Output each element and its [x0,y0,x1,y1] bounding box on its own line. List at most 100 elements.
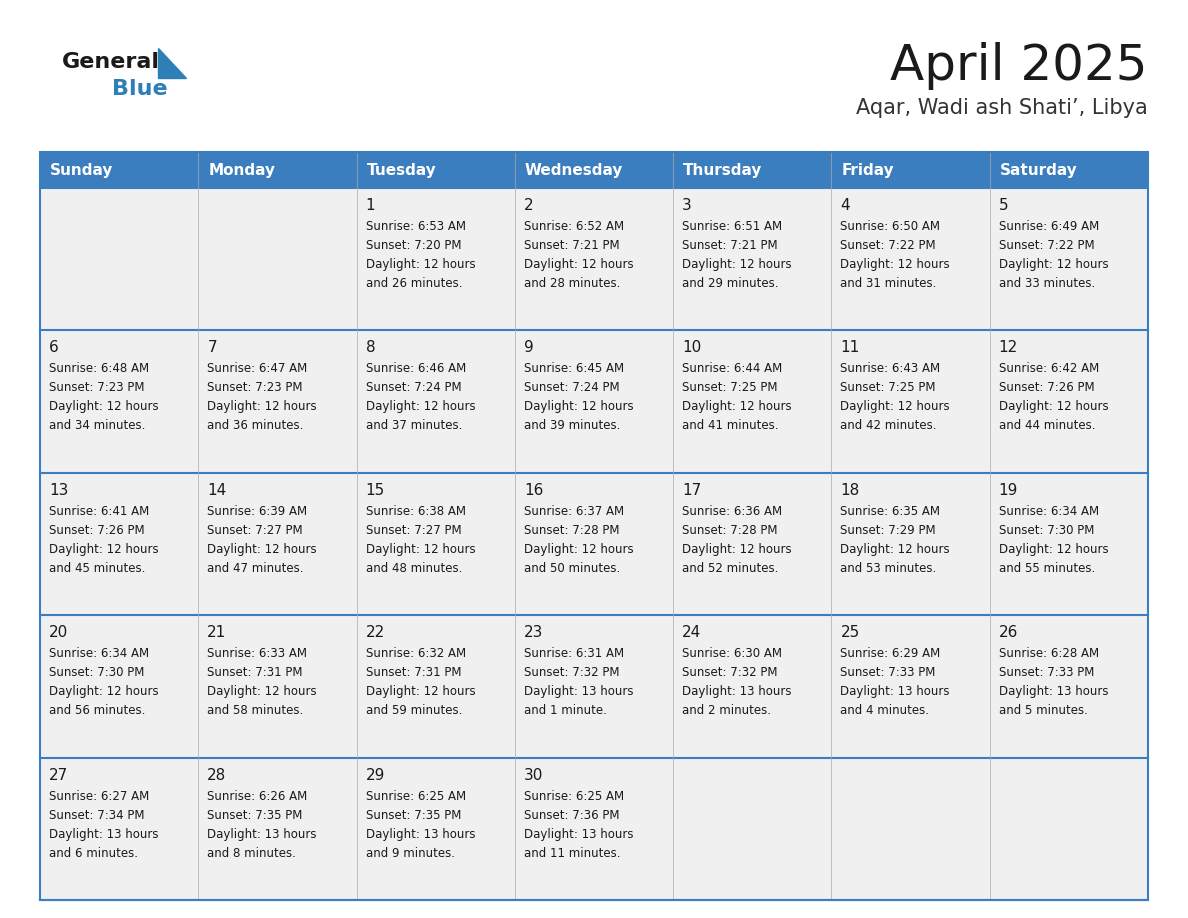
Text: and 55 minutes.: and 55 minutes. [999,562,1095,575]
Text: Daylight: 13 hours: Daylight: 13 hours [524,685,633,699]
Text: Daylight: 12 hours: Daylight: 12 hours [840,400,950,413]
Text: and 37 minutes.: and 37 minutes. [366,420,462,432]
Text: Sunset: 7:35 PM: Sunset: 7:35 PM [207,809,303,822]
Text: and 53 minutes.: and 53 minutes. [840,562,936,575]
Text: Sunset: 7:22 PM: Sunset: 7:22 PM [999,239,1094,252]
Text: and 56 minutes.: and 56 minutes. [49,704,145,717]
Text: Daylight: 12 hours: Daylight: 12 hours [49,400,159,413]
Text: Tuesday: Tuesday [367,162,436,177]
Text: Daylight: 13 hours: Daylight: 13 hours [840,685,950,699]
Text: 8: 8 [366,341,375,355]
Text: Sunset: 7:26 PM: Sunset: 7:26 PM [999,381,1094,395]
Text: 2: 2 [524,198,533,213]
Text: 15: 15 [366,483,385,498]
Text: 19: 19 [999,483,1018,498]
Text: Sunrise: 6:47 AM: Sunrise: 6:47 AM [207,363,308,375]
Text: Sunrise: 6:48 AM: Sunrise: 6:48 AM [49,363,150,375]
Text: and 39 minutes.: and 39 minutes. [524,420,620,432]
Text: and 8 minutes.: and 8 minutes. [207,846,296,859]
Text: 21: 21 [207,625,227,640]
Text: Sunset: 7:32 PM: Sunset: 7:32 PM [682,666,778,679]
Bar [514,152,674,188]
Text: 24: 24 [682,625,701,640]
Text: Sunset: 7:33 PM: Sunset: 7:33 PM [999,666,1094,679]
Text: Sunrise: 6:42 AM: Sunrise: 6:42 AM [999,363,1099,375]
Text: Sunset: 7:27 PM: Sunset: 7:27 PM [207,524,303,537]
Text: Sunset: 7:25 PM: Sunset: 7:25 PM [840,381,936,395]
Text: and 9 minutes.: and 9 minutes. [366,846,455,859]
Text: and 1 minute.: and 1 minute. [524,704,607,717]
Text: 23: 23 [524,625,543,640]
Text: 26: 26 [999,625,1018,640]
Text: Sunset: 7:24 PM: Sunset: 7:24 PM [366,381,461,395]
Text: and 5 minutes.: and 5 minutes. [999,704,1087,717]
Text: 17: 17 [682,483,701,498]
Text: Sunrise: 6:25 AM: Sunrise: 6:25 AM [524,789,624,802]
Text: Sunset: 7:20 PM: Sunset: 7:20 PM [366,239,461,252]
Text: Sunset: 7:31 PM: Sunset: 7:31 PM [207,666,303,679]
Text: 13: 13 [49,483,69,498]
Text: Sunrise: 6:28 AM: Sunrise: 6:28 AM [999,647,1099,660]
Text: Daylight: 12 hours: Daylight: 12 hours [999,543,1108,555]
Text: 16: 16 [524,483,543,498]
Bar [40,473,1148,615]
Bar [356,152,514,188]
Text: Daylight: 12 hours: Daylight: 12 hours [207,685,317,699]
Text: and 41 minutes.: and 41 minutes. [682,420,778,432]
Text: Sunrise: 6:39 AM: Sunrise: 6:39 AM [207,505,308,518]
Text: Sunrise: 6:51 AM: Sunrise: 6:51 AM [682,220,782,233]
Text: 14: 14 [207,483,227,498]
Text: 4: 4 [840,198,851,213]
Text: Daylight: 12 hours: Daylight: 12 hours [207,400,317,413]
Text: General: General [62,52,160,72]
Text: Sunrise: 6:52 AM: Sunrise: 6:52 AM [524,220,624,233]
Text: Daylight: 12 hours: Daylight: 12 hours [840,543,950,555]
Text: Daylight: 12 hours: Daylight: 12 hours [366,400,475,413]
Text: 7: 7 [207,341,217,355]
Text: and 4 minutes.: and 4 minutes. [840,704,929,717]
Text: Sunset: 7:35 PM: Sunset: 7:35 PM [366,809,461,822]
Text: Sunrise: 6:44 AM: Sunrise: 6:44 AM [682,363,783,375]
Text: Sunset: 7:26 PM: Sunset: 7:26 PM [49,524,145,537]
Text: Sunrise: 6:41 AM: Sunrise: 6:41 AM [49,505,150,518]
Text: Sunrise: 6:38 AM: Sunrise: 6:38 AM [366,505,466,518]
Text: Daylight: 12 hours: Daylight: 12 hours [682,400,791,413]
Text: Thursday: Thursday [683,162,763,177]
Text: Sunrise: 6:53 AM: Sunrise: 6:53 AM [366,220,466,233]
Text: 22: 22 [366,625,385,640]
Text: Sunrise: 6:45 AM: Sunrise: 6:45 AM [524,363,624,375]
Text: and 31 minutes.: and 31 minutes. [840,277,937,290]
Text: and 48 minutes.: and 48 minutes. [366,562,462,575]
Text: Sunset: 7:23 PM: Sunset: 7:23 PM [207,381,303,395]
Text: and 2 minutes.: and 2 minutes. [682,704,771,717]
Bar [832,152,990,188]
Text: and 34 minutes.: and 34 minutes. [49,420,145,432]
Text: Sunrise: 6:26 AM: Sunrise: 6:26 AM [207,789,308,802]
Text: Daylight: 12 hours: Daylight: 12 hours [840,258,950,271]
Bar [40,330,1148,473]
Text: Sunset: 7:25 PM: Sunset: 7:25 PM [682,381,778,395]
Text: Sunset: 7:30 PM: Sunset: 7:30 PM [999,524,1094,537]
Text: Daylight: 13 hours: Daylight: 13 hours [207,828,317,841]
Text: Sunset: 7:30 PM: Sunset: 7:30 PM [49,666,145,679]
Bar [40,188,1148,330]
Text: 3: 3 [682,198,691,213]
Text: Daylight: 12 hours: Daylight: 12 hours [999,400,1108,413]
Text: 18: 18 [840,483,860,498]
Bar [198,152,356,188]
Text: and 33 minutes.: and 33 minutes. [999,277,1095,290]
Text: Daylight: 12 hours: Daylight: 12 hours [366,685,475,699]
Text: Sunrise: 6:34 AM: Sunrise: 6:34 AM [999,505,1099,518]
Text: Daylight: 12 hours: Daylight: 12 hours [207,543,317,555]
Text: and 44 minutes.: and 44 minutes. [999,420,1095,432]
Text: April 2025: April 2025 [891,42,1148,90]
Text: 6: 6 [49,341,58,355]
Text: Daylight: 13 hours: Daylight: 13 hours [682,685,791,699]
Text: Sunrise: 6:35 AM: Sunrise: 6:35 AM [840,505,941,518]
Text: Sunrise: 6:50 AM: Sunrise: 6:50 AM [840,220,941,233]
Text: Sunset: 7:21 PM: Sunset: 7:21 PM [524,239,619,252]
Text: and 28 minutes.: and 28 minutes. [524,277,620,290]
Text: and 59 minutes.: and 59 minutes. [366,704,462,717]
Text: Sunrise: 6:49 AM: Sunrise: 6:49 AM [999,220,1099,233]
Text: Sunday: Sunday [50,162,113,177]
